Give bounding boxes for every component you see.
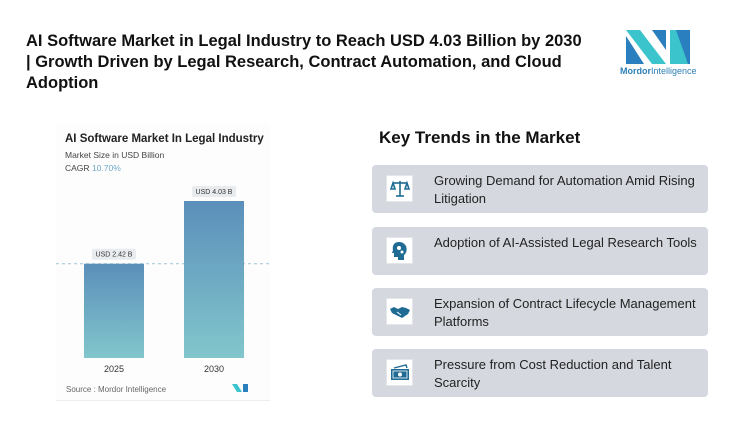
chart-source: Source : Mordor Intelligence xyxy=(66,385,167,394)
bar-chart: USD 2.42 B 2025 USD 4.03 B 2030 xyxy=(56,186,270,392)
trend-card: Expansion of Contract Lifecycle Manageme… xyxy=(372,288,708,336)
mordor-logo xyxy=(626,30,690,64)
logo-text: MordorIntelligence xyxy=(620,66,697,76)
source-logo-icon xyxy=(243,384,248,392)
x-tick-label: 2030 xyxy=(204,364,224,374)
trends-heading: Key Trends in the Market xyxy=(379,128,581,147)
source-logo-icon xyxy=(232,384,242,392)
trend-card: Adoption of AI-Assisted Legal Research T… xyxy=(372,227,708,275)
money-icon xyxy=(386,359,413,386)
x-tick-label: 2025 xyxy=(104,364,124,374)
data-label: USD 4.03 B xyxy=(196,189,233,196)
trend-card: Growing Demand for Automation Amid Risin… xyxy=(372,165,708,213)
data-label-bg xyxy=(92,248,136,260)
handshake-icon xyxy=(386,298,413,325)
head-gears-icon xyxy=(386,237,413,264)
chart-subtitle: Market Size in USD Billion xyxy=(65,150,165,160)
trend-card: Pressure from Cost Reduction and Talent … xyxy=(372,349,708,397)
bar-2025 xyxy=(84,263,144,358)
cagr-value: 10.70% xyxy=(91,163,121,173)
data-label-bg xyxy=(192,186,236,197)
cagr-label: CAGR 10.70% xyxy=(65,163,121,173)
bar-2030 xyxy=(184,201,244,358)
data-label: USD 2.42 B xyxy=(96,252,133,259)
page-title: AI Software Market in Legal Industry to … xyxy=(26,32,582,92)
chart-title: AI Software Market In Legal Industry xyxy=(65,133,264,145)
scales-icon xyxy=(386,175,413,202)
